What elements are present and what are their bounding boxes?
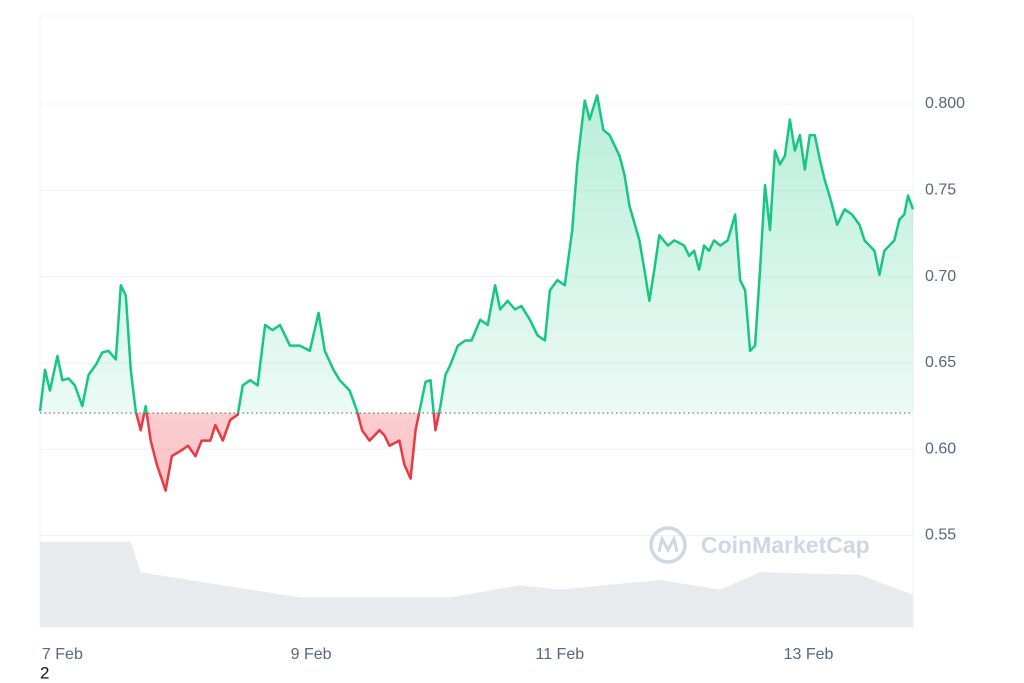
page-note: 2	[40, 663, 49, 682]
x-tick-label: 7 Feb	[42, 646, 83, 663]
y-tick-label: 0.800	[925, 95, 965, 112]
x-tick-label: 13 Feb	[784, 646, 834, 663]
watermark-text: CoinMarketCap	[701, 532, 870, 558]
x-tick-label: 11 Feb	[536, 646, 585, 663]
x-tick-label: 9 Feb	[291, 646, 332, 663]
y-tick-label: 0.55	[925, 527, 956, 544]
y-tick-label: 0.65	[925, 354, 956, 371]
y-tick-label: 0.70	[925, 268, 956, 285]
y-tick-label: 0.60	[925, 440, 956, 457]
y-tick-label: 0.75	[925, 182, 956, 199]
price-line	[38, 94, 915, 413]
volume-area	[40, 541, 913, 627]
watermark: CoinMarketCap	[649, 526, 870, 564]
price-line-below	[134, 412, 441, 492]
area-above	[40, 95, 913, 413]
